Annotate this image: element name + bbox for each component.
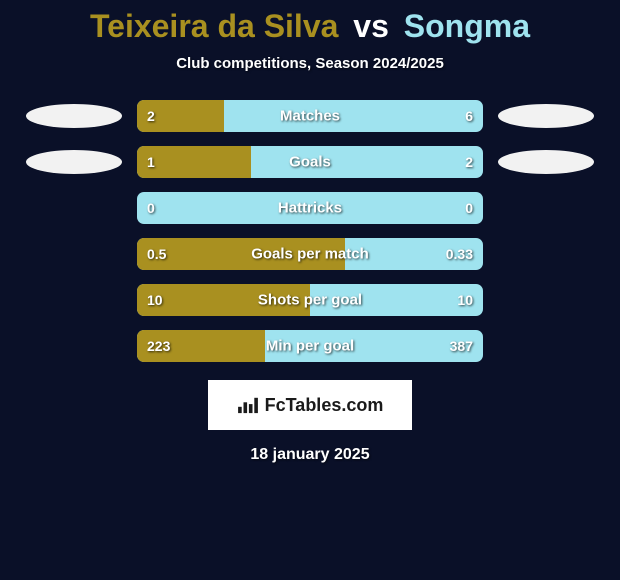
page-title: Teixeira da Silva vs Songma (0, 8, 620, 45)
player2-badge-slot (491, 146, 601, 178)
date-label: 18 january 2025 (0, 446, 620, 464)
stat-row: 0.50.33Goals per match (0, 238, 620, 270)
bar-player1-fill (137, 146, 251, 178)
stat-bar: 26Matches (137, 100, 483, 132)
player2-badge-placeholder (498, 150, 594, 174)
stat-row: 26Matches (0, 100, 620, 132)
bar-player1-fill (137, 330, 265, 362)
comparison-card: Teixeira da Silva vs Songma Club competi… (0, 0, 620, 464)
player1-badge-slot (19, 100, 129, 132)
stat-row: 1010Shots per goal (0, 284, 620, 316)
stat-bar: 223387Min per goal (137, 330, 483, 362)
player2-badge-slot (491, 192, 601, 224)
stats-rows: 26Matches 12Goals 00Hattricks 0.50.33Goals … (0, 100, 620, 362)
stat-row: 12Goals (0, 146, 620, 178)
player1-badge-slot (19, 330, 129, 362)
player1-name: Teixeira da Silva (90, 8, 338, 44)
player2-badge-slot (491, 238, 601, 270)
bar-player1-fill (137, 100, 224, 132)
bar-player1-fill (137, 284, 310, 316)
player1-badge-slot (19, 192, 129, 224)
player1-badge-slot (19, 238, 129, 270)
player2-badge-slot (491, 330, 601, 362)
stat-bar: 00Hattricks (137, 192, 483, 224)
player2-badge-placeholder (498, 104, 594, 128)
player2-badge-slot (491, 100, 601, 132)
player1-badge-slot (19, 284, 129, 316)
stat-bar: 12Goals (137, 146, 483, 178)
logo-box: FcTables.com (208, 380, 412, 430)
player2-name: Songma (404, 8, 530, 44)
player2-badge-slot (491, 284, 601, 316)
bar-player1-fill (137, 238, 345, 270)
stat-row: 00Hattricks (0, 192, 620, 224)
stat-row: 223387Min per goal (0, 330, 620, 362)
subtitle: Club competitions, Season 2024/2025 (0, 55, 620, 72)
vs-separator: vs (353, 8, 389, 44)
player1-badge-placeholder (26, 104, 122, 128)
stat-bar: 1010Shots per goal (137, 284, 483, 316)
logo-text: FcTables.com (265, 395, 384, 416)
barchart-icon (237, 396, 259, 414)
player1-badge-slot (19, 146, 129, 178)
stat-bar: 0.50.33Goals per match (137, 238, 483, 270)
player1-badge-placeholder (26, 150, 122, 174)
